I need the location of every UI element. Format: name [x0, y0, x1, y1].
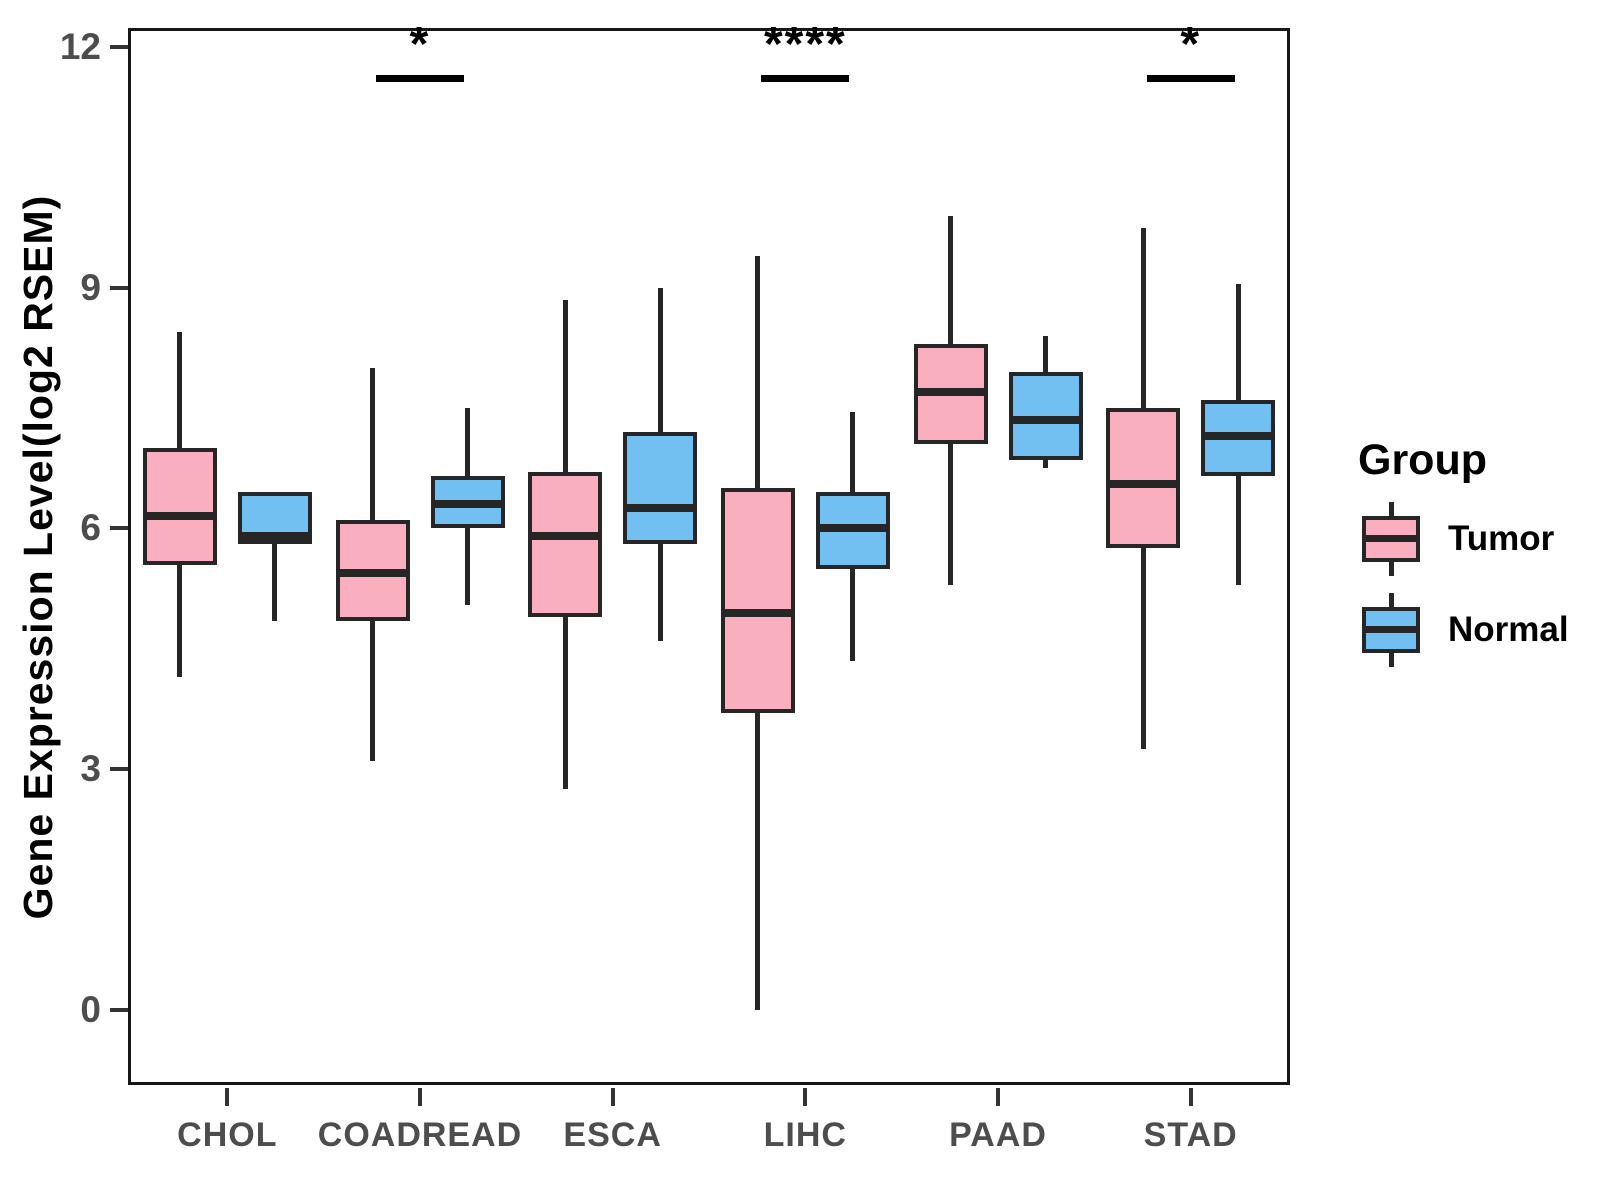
key-whisker-top	[1389, 502, 1394, 517]
legend: Group Tumor Normal	[1325, 436, 1600, 667]
key-whisker-bottom	[1389, 561, 1394, 576]
upper-whisker-stad-tumor	[1140, 227, 1146, 409]
significance-bar-stad	[1146, 75, 1235, 83]
y-tick-label-9: 9	[80, 266, 101, 308]
lower-whisker-stad-normal	[1235, 476, 1241, 585]
median-line-lihc-normal	[815, 524, 890, 533]
x-tick-stad	[1188, 1088, 1193, 1106]
key-whisker-bottom	[1389, 652, 1394, 667]
median-line-lihc-tumor	[720, 608, 795, 617]
x-category-label-stad: STAD	[1143, 1116, 1238, 1154]
upper-whisker-esca-normal	[657, 287, 663, 433]
key-whisker-top	[1389, 593, 1394, 608]
x-tick-esca	[610, 1088, 615, 1106]
x-tick-paad	[996, 1088, 1000, 1106]
median-line-esca-tumor	[528, 532, 603, 541]
legend-title: Group	[1358, 436, 1487, 484]
significance-bar-lihc	[761, 75, 850, 83]
median-line-chol-normal	[237, 532, 312, 541]
key-median	[1362, 626, 1420, 633]
legend-items: Tumor Normal	[1325, 502, 1600, 667]
upper-whisker-stad-normal	[1235, 283, 1241, 401]
legend-item-normal: Normal	[1325, 593, 1600, 667]
median-line-stad-tumor	[1106, 480, 1181, 489]
y-tick-label-6: 6	[80, 507, 101, 549]
significance-bar-coadread	[376, 75, 464, 83]
upper-whisker-coadread-normal	[465, 408, 470, 477]
lower-whisker-coadread-normal	[465, 528, 470, 605]
median-line-esca-normal	[623, 504, 698, 513]
upper-whisker-paad-normal	[1043, 335, 1048, 372]
box-esca-normal	[623, 432, 698, 545]
significance-label-stad: *	[1180, 18, 1201, 72]
box-paad-normal	[1008, 371, 1083, 461]
lower-whisker-lihc-normal	[850, 568, 856, 661]
upper-whisker-lihc-tumor	[755, 255, 761, 489]
x-category-label-chol: CHOL	[177, 1116, 278, 1154]
upper-whisker-esca-tumor	[562, 299, 568, 473]
legend-item-tumor: Tumor	[1325, 502, 1600, 576]
significance-label-lihc: ****	[763, 18, 847, 72]
y-tick-12	[110, 45, 128, 50]
median-line-chol-tumor	[142, 512, 217, 521]
x-category-label-lihc: LIHC	[763, 1116, 847, 1154]
median-line-paad-normal	[1008, 416, 1083, 425]
upper-whisker-paad-tumor	[948, 215, 953, 344]
lower-whisker-chol-tumor	[177, 564, 183, 677]
x-tick-coadread	[418, 1088, 422, 1106]
box-chol-tumor	[142, 448, 217, 565]
significance-label-coadread: *	[409, 18, 431, 72]
lower-whisker-paad-normal	[1043, 460, 1048, 469]
lower-whisker-esca-normal	[657, 544, 663, 641]
y-tick-0	[110, 1007, 128, 1012]
lower-whisker-paad-tumor	[948, 444, 953, 585]
key-median	[1362, 535, 1420, 542]
y-tick-label-12: 12	[59, 26, 101, 68]
lower-whisker-esca-tumor	[562, 616, 568, 790]
upper-whisker-coadread-tumor	[370, 367, 375, 521]
x-axis: CHOL COADREAD ESCA LIHC PAAD STAD	[131, 1088, 1287, 1198]
legend-label-tumor: Tumor	[1448, 519, 1555, 558]
y-tick-9	[110, 285, 128, 290]
median-line-coadread-normal	[430, 500, 505, 509]
legend-key-boxplot-icon	[1362, 593, 1422, 667]
x-category-label-paad: PAAD	[949, 1116, 1047, 1154]
lower-whisker-stad-tumor	[1140, 548, 1146, 750]
median-line-paad-tumor	[913, 388, 988, 397]
lower-whisker-coadread-tumor	[370, 620, 375, 762]
legend-label-normal: Normal	[1448, 610, 1569, 649]
y-tick-label-0: 0	[80, 988, 101, 1030]
lower-whisker-chol-normal	[272, 544, 278, 621]
y-tick-label-3: 3	[80, 748, 101, 790]
lower-whisker-lihc-tumor	[755, 712, 761, 1010]
plot-area: * **** *	[131, 18, 1287, 1082]
y-tick-3	[110, 767, 128, 772]
plot-panel: * **** *	[128, 18, 1290, 1085]
box-lihc-tumor	[720, 488, 795, 713]
upper-whisker-chol-tumor	[177, 331, 183, 449]
y-axis: 0 3 6 9 12	[0, 27, 131, 1082]
x-category-label-coadread: COADREAD	[317, 1116, 523, 1154]
upper-whisker-lihc-normal	[850, 412, 856, 493]
x-tick-lihc	[803, 1088, 808, 1106]
median-line-coadread-tumor	[335, 568, 410, 577]
box-stad-tumor	[1106, 408, 1181, 549]
median-line-stad-normal	[1201, 432, 1276, 441]
legend-key-boxplot-icon	[1362, 502, 1422, 576]
box-esca-tumor	[528, 472, 603, 617]
y-tick-6	[110, 526, 128, 531]
x-category-label-esca: ESCA	[563, 1116, 662, 1154]
x-tick-chol	[225, 1088, 230, 1106]
